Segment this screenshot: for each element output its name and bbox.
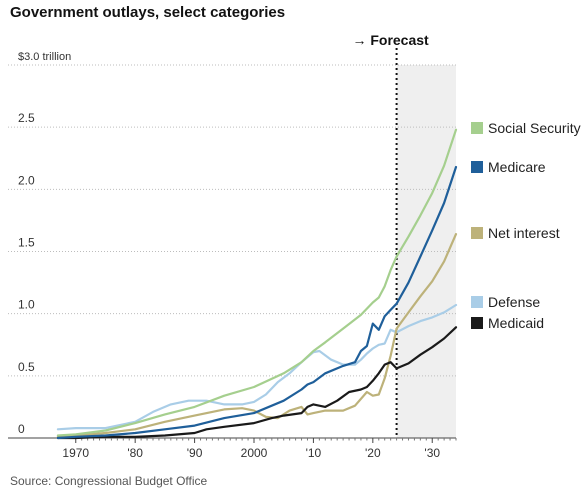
source-note: Source: Congressional Budget Office <box>10 474 208 488</box>
legend-swatch-net-interest <box>471 227 483 239</box>
x-axis: 1970 '80 '90 2000 '10 '20 '30 <box>62 438 457 460</box>
y-tick-label: $3.0 trillion <box>18 51 71 63</box>
y-axis: 0 0.5 1.0 1.5 2.0 2.5 $3.0 trillion <box>18 51 71 436</box>
legend-swatch-defense <box>471 296 483 308</box>
series-line-medicaid <box>56 326 458 440</box>
legend-label-net-interest: Net interest <box>488 225 560 241</box>
legend-swatch-medicaid <box>471 317 483 329</box>
legend: Social Security Medicare Net interest Defen… <box>471 120 581 331</box>
legend-swatch-medicare <box>471 161 483 173</box>
x-tick-label: '80 <box>127 446 143 460</box>
chart-title: Government outlays, select categories <box>10 4 286 21</box>
x-tick-label: '20 <box>365 446 381 460</box>
y-tick-label: 2.5 <box>18 111 35 125</box>
forecast-shade <box>396 65 456 438</box>
series-line-social-security <box>56 128 458 437</box>
y-tick-label: 2.0 <box>18 173 35 187</box>
x-tick-label: '30 <box>424 446 440 460</box>
legend-swatch-social-security <box>471 122 483 134</box>
series-line-net-interest <box>56 233 458 438</box>
legend-label-medicare: Medicare <box>488 159 546 175</box>
series-lines <box>56 128 458 440</box>
gridlines <box>8 64 456 439</box>
y-tick-label: 0.5 <box>18 360 35 374</box>
x-tick-label: 1970 <box>62 446 89 460</box>
legend-label-social-security: Social Security <box>488 120 581 136</box>
x-tick-label: '90 <box>187 446 203 460</box>
x-tick-label: 2000 <box>241 446 268 460</box>
x-tick-label: '10 <box>306 446 322 460</box>
y-tick-label: 1.5 <box>18 236 35 250</box>
series-line-medicare <box>56 165 458 440</box>
y-tick-label: 0 <box>18 422 25 436</box>
legend-label-defense: Defense <box>488 294 540 310</box>
legend-label-medicaid: Medicaid <box>488 315 544 331</box>
forecast-label: → Forecast <box>352 32 429 48</box>
y-tick-label: 1.0 <box>18 298 35 312</box>
